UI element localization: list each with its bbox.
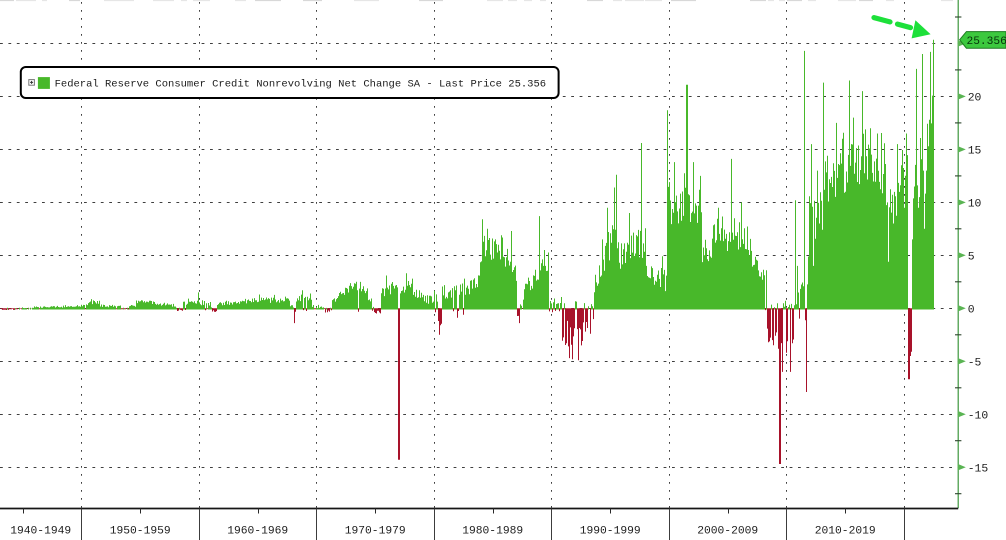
svg-text:1970-1979: 1970-1979 — [345, 526, 406, 538]
svg-text:15: 15 — [968, 146, 982, 158]
svg-text:2000-2009: 2000-2009 — [697, 526, 758, 538]
svg-text:1980-1989: 1980-1989 — [462, 526, 523, 538]
svg-text:-10: -10 — [968, 410, 989, 422]
svg-text:1990-1999: 1990-1999 — [580, 526, 641, 538]
svg-text:5: 5 — [968, 252, 975, 264]
svg-text:-5: -5 — [968, 358, 982, 370]
svg-text:10: 10 — [968, 199, 982, 211]
svg-text:0: 0 — [968, 305, 975, 317]
svg-text:-15: -15 — [968, 463, 989, 475]
svg-text:1950-1959: 1950-1959 — [110, 526, 171, 538]
svg-text:25.356: 25.356 — [967, 36, 1006, 48]
svg-text:1940-1949: 1940-1949 — [10, 526, 71, 538]
svg-text:Federal Reserve Consumer Credi: Federal Reserve Consumer Credit Nonrevol… — [55, 79, 546, 91]
svg-text:20: 20 — [968, 93, 982, 105]
svg-text:1960-1969: 1960-1969 — [227, 526, 288, 538]
svg-text:2010-2019: 2010-2019 — [815, 526, 876, 538]
